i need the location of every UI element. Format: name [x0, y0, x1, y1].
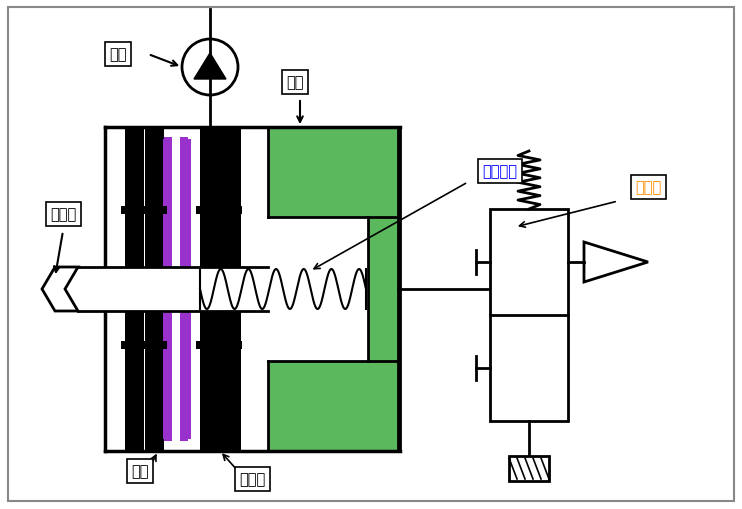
- Bar: [196, 207, 222, 215]
- Bar: [148, 128, 164, 451]
- Bar: [125, 128, 143, 451]
- Bar: [164, 138, 172, 441]
- Bar: [268, 128, 398, 217]
- Bar: [180, 138, 188, 441]
- Text: 摩擦片: 摩擦片: [239, 471, 265, 487]
- Bar: [105, 128, 400, 451]
- Text: 回位弹簧: 回位弹簧: [482, 164, 517, 179]
- Text: 锄片: 锄片: [131, 464, 148, 478]
- Bar: [225, 128, 241, 451]
- Bar: [205, 128, 221, 451]
- Bar: [368, 217, 398, 361]
- Bar: [509, 456, 549, 481]
- Bar: [220, 128, 238, 451]
- Text: 电磁阀: 电磁阀: [635, 180, 661, 195]
- Bar: [78, 267, 268, 312]
- Polygon shape: [42, 267, 78, 312]
- Text: 油泵: 油泵: [109, 47, 127, 63]
- Bar: [163, 140, 172, 439]
- Bar: [200, 128, 218, 451]
- Bar: [145, 128, 163, 451]
- Bar: [121, 207, 147, 215]
- Bar: [268, 361, 398, 451]
- Bar: [216, 207, 242, 215]
- Bar: [182, 140, 191, 439]
- Polygon shape: [194, 54, 226, 80]
- Bar: [128, 128, 144, 451]
- Text: 活塞: 活塞: [286, 75, 303, 90]
- Bar: [196, 342, 222, 349]
- Bar: [141, 207, 167, 215]
- Bar: [216, 342, 242, 349]
- Bar: [490, 210, 568, 421]
- Bar: [121, 342, 147, 349]
- Bar: [141, 342, 167, 349]
- Text: 中间轴: 中间轴: [50, 207, 76, 222]
